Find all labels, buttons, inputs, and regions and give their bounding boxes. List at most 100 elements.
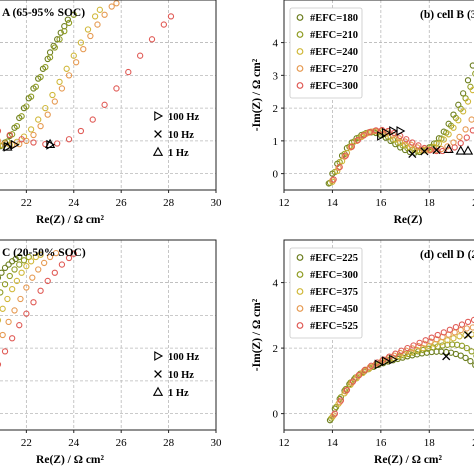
x-tick-label: 14	[327, 197, 339, 209]
plot-frame	[0, 0, 217, 191]
legend-label: #EFC=525	[310, 321, 358, 332]
data-point	[20, 257, 28, 264]
x-tick-label: 30	[211, 197, 223, 209]
data-point	[472, 362, 474, 369]
legend-marker	[296, 48, 304, 55]
legend-label: #EFC=375	[310, 287, 358, 298]
data-point	[5, 318, 12, 326]
panel-title: (d) cell D (20	[420, 249, 474, 261]
data-point	[398, 347, 405, 354]
legend-label: #EFC=240	[310, 47, 358, 58]
data-point	[18, 136, 25, 143]
series-4	[330, 324, 474, 419]
data-point	[56, 36, 63, 43]
data-point	[57, 29, 64, 36]
x-tick-label: 16	[375, 197, 387, 209]
marker-100hz	[396, 126, 406, 136]
data-point	[457, 326, 464, 334]
data-point	[451, 144, 458, 151]
legend-10hz-symbol	[154, 370, 162, 378]
data-point	[342, 152, 349, 159]
data-point	[368, 362, 375, 369]
legend-10hz-symbol-b	[154, 130, 162, 138]
data-point	[8, 285, 16, 293]
legend-box	[289, 7, 363, 99]
data-point	[440, 136, 447, 143]
plot-frame	[0, 239, 217, 431]
data-point	[29, 274, 36, 281]
legend-10hz-symbol-b	[154, 370, 162, 378]
data-point	[330, 412, 337, 419]
data-point	[148, 36, 156, 43]
data-point	[70, 11, 77, 18]
marker-10hz-b	[463, 330, 473, 340]
data-point	[455, 117, 462, 124]
x-axis-label: Re(Z) / Ω cm²	[36, 214, 104, 226]
x-tick-label: 26	[116, 437, 128, 449]
data-point	[341, 153, 348, 160]
data-point	[113, 85, 120, 92]
legend-label: #EFC=300	[310, 270, 358, 281]
data-point	[468, 348, 474, 355]
marker-10hz-b	[442, 352, 451, 361]
series-4	[0, 0, 120, 148]
data-point	[35, 116, 42, 123]
data-point	[343, 386, 351, 394]
data-point	[6, 131, 13, 139]
x-tick-label: 20	[472, 197, 474, 209]
data-point	[433, 147, 440, 155]
marker-10hz	[463, 330, 473, 340]
data-point	[42, 104, 49, 112]
data-point	[336, 163, 343, 171]
data-point	[366, 363, 374, 371]
data-point	[457, 140, 464, 147]
data-point	[18, 269, 25, 276]
data-point	[13, 277, 21, 285]
x-tick-label: 18	[424, 197, 436, 209]
y-tick-label: 4	[273, 278, 279, 290]
data-point	[77, 39, 85, 46]
data-point	[409, 139, 416, 146]
data-point	[80, 45, 87, 53]
legend-label: #EFC=225	[310, 253, 358, 264]
y-tick-label: 4	[273, 38, 279, 50]
data-point	[458, 342, 466, 349]
data-point	[37, 73, 44, 81]
data-point	[355, 371, 363, 379]
data-point	[440, 329, 447, 336]
data-point	[460, 108, 467, 115]
data-point	[450, 335, 457, 342]
data-point	[54, 36, 61, 43]
data-point	[427, 146, 434, 154]
data-point	[23, 284, 30, 291]
x-tick-label: 24	[68, 197, 80, 209]
y-tick-label: 2	[273, 103, 279, 115]
data-point	[366, 128, 374, 136]
data-point	[63, 65, 70, 72]
y-axis-label: -Im(Z) / Ω cm²	[251, 298, 263, 371]
marker-legend-label: 10 Hz	[168, 130, 194, 141]
data-point	[462, 126, 469, 133]
data-point	[342, 385, 349, 393]
data-point	[1, 281, 9, 288]
marker-legend-label: 1 Hz	[168, 388, 189, 399]
data-point	[415, 142, 422, 149]
panel-2: 121416182001234Re(Z)-Im(Z) / Ω cm²(b) ce…	[251, 0, 474, 226]
panel-title: C (20-50% SOC)	[2, 247, 86, 259]
legend-marker	[296, 288, 304, 295]
data-point	[0, 331, 6, 339]
data-point	[428, 334, 435, 341]
data-point	[464, 318, 472, 326]
data-point	[468, 116, 474, 123]
series-3	[0, 251, 44, 323]
series-4	[0, 249, 60, 339]
data-point	[392, 350, 399, 357]
data-point	[113, 0, 120, 7]
legend-100hz-symbol	[154, 111, 164, 121]
marker-10hz	[432, 145, 441, 155]
data-point	[403, 136, 410, 143]
data-point	[0, 138, 2, 144]
data-point	[44, 111, 51, 118]
legend-marker	[296, 322, 304, 329]
data-point	[101, 101, 108, 108]
